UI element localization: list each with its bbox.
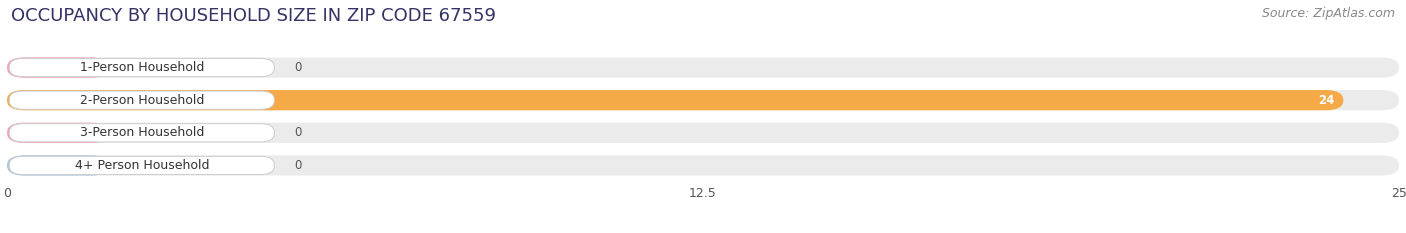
FancyBboxPatch shape (10, 58, 274, 77)
FancyBboxPatch shape (7, 58, 1399, 78)
FancyBboxPatch shape (10, 91, 274, 109)
FancyBboxPatch shape (7, 123, 1399, 143)
FancyBboxPatch shape (7, 90, 1343, 110)
FancyBboxPatch shape (7, 123, 108, 143)
FancyBboxPatch shape (10, 124, 274, 142)
Text: 24: 24 (1319, 94, 1334, 107)
FancyBboxPatch shape (7, 155, 108, 175)
Text: 2-Person Household: 2-Person Household (80, 94, 204, 107)
FancyBboxPatch shape (7, 58, 108, 78)
Text: 1-Person Household: 1-Person Household (80, 61, 204, 74)
FancyBboxPatch shape (7, 155, 1399, 175)
Text: 3-Person Household: 3-Person Household (80, 126, 204, 139)
Text: OCCUPANCY BY HOUSEHOLD SIZE IN ZIP CODE 67559: OCCUPANCY BY HOUSEHOLD SIZE IN ZIP CODE … (11, 7, 496, 25)
Text: 4+ Person Household: 4+ Person Household (75, 159, 209, 172)
Text: 0: 0 (294, 126, 301, 139)
FancyBboxPatch shape (10, 156, 274, 175)
FancyBboxPatch shape (7, 90, 1399, 110)
Text: 0: 0 (294, 159, 301, 172)
Text: 0: 0 (294, 61, 301, 74)
Text: Source: ZipAtlas.com: Source: ZipAtlas.com (1261, 7, 1395, 20)
